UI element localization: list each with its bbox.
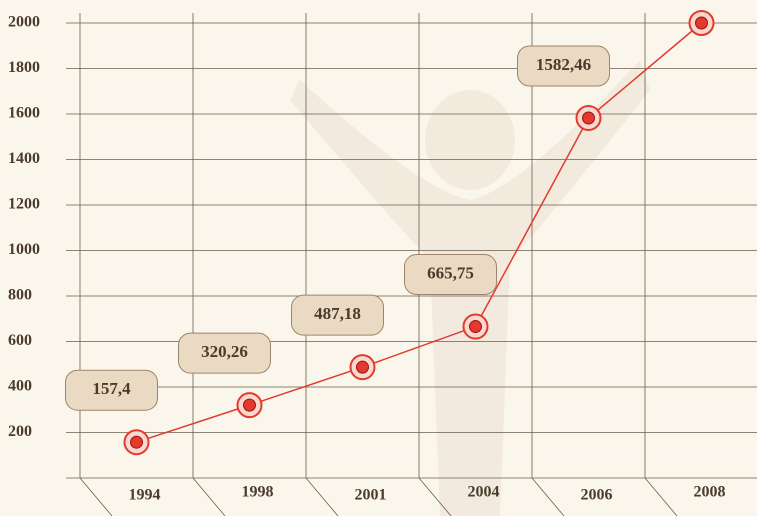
y-tick-label: 1000 <box>8 241 40 258</box>
value-label: 320,26 <box>201 342 248 361</box>
value-label: 487,18 <box>314 304 361 323</box>
y-tick-label: 1800 <box>8 59 40 76</box>
marker <box>464 315 488 339</box>
y-tick-label: 1200 <box>8 196 40 213</box>
x-tick-label: 1994 <box>129 487 161 504</box>
marker <box>577 106 601 130</box>
y-tick-label: 1600 <box>8 105 40 122</box>
x-tick-label: 2004 <box>468 484 500 501</box>
y-tick-label: 800 <box>8 287 32 304</box>
marker <box>238 393 262 417</box>
value-label: 1582,46 <box>536 55 591 74</box>
page: {"chart_data": {"type": "line", "categor… <box>0 0 757 516</box>
y-tick-label: 2000 <box>8 14 40 31</box>
x-tick-label: 2008 <box>694 484 726 501</box>
marker-dot <box>583 112 595 124</box>
marker-dot <box>470 321 482 333</box>
marker-dot <box>357 361 369 373</box>
marker-dot <box>244 399 256 411</box>
x-tick-label: 1998 <box>242 484 274 501</box>
y-tick-label: 600 <box>8 332 32 349</box>
x-tick-label: 2001 <box>355 487 387 504</box>
chart: 200 400 600 800 1000 1200 1400 1600 1800 2000 1994… <box>0 0 757 516</box>
marker <box>351 355 375 379</box>
marker <box>690 11 714 35</box>
y-tick-label: 1400 <box>8 150 40 167</box>
marker <box>125 430 149 454</box>
value-label: 665,75 <box>427 263 474 282</box>
x-tick-label: 2006 <box>581 487 613 504</box>
value-label: 157,4 <box>92 379 131 398</box>
marker-dot <box>131 436 143 448</box>
y-tick-label: 200 <box>8 423 32 440</box>
y-tick-label: 400 <box>8 378 32 395</box>
marker-dot <box>696 17 708 29</box>
